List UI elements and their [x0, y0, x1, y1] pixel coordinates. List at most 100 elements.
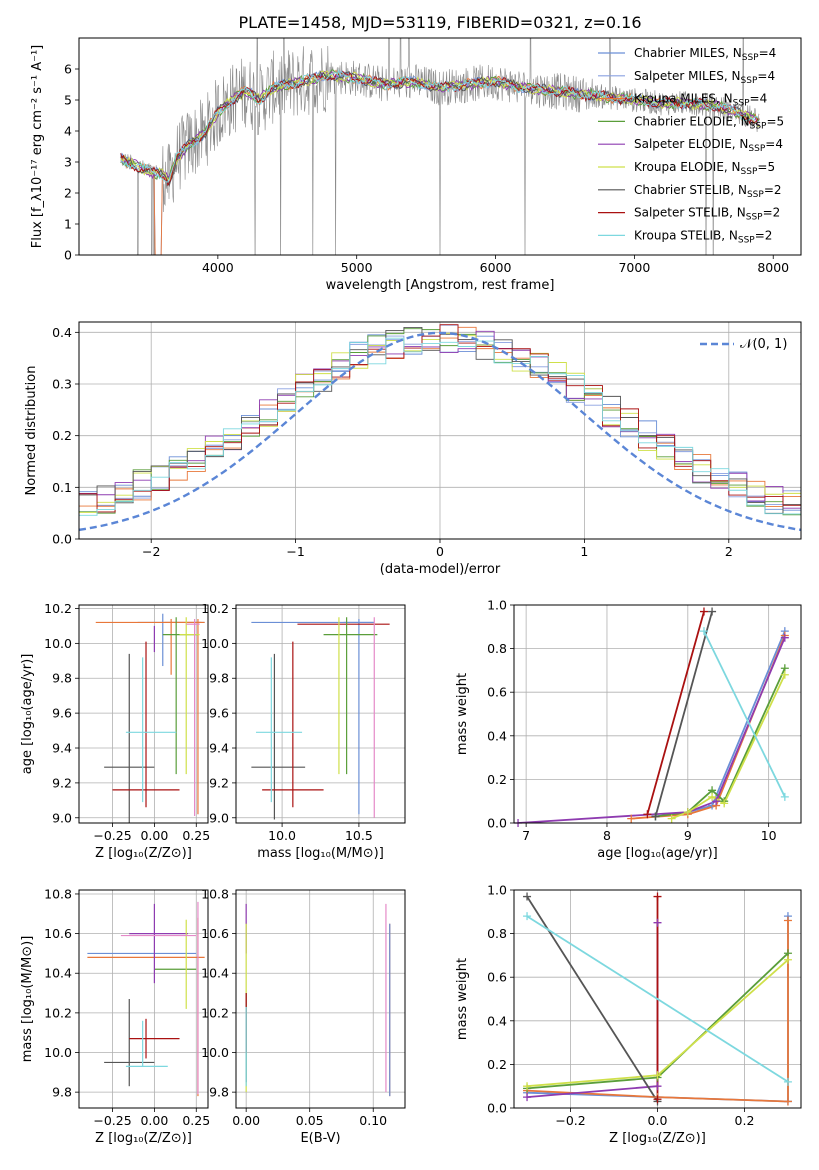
y-tick-label: 10.2 — [201, 601, 229, 616]
x-tick-label: 1 — [580, 544, 588, 559]
y-tick-label: 0.2 — [487, 772, 507, 787]
legend-entry: Salpeter MILES, NSSP=4 — [634, 69, 775, 86]
legend-label: Kroupa STELIB, N — [634, 228, 738, 242]
legend-sub: SSP — [748, 144, 765, 154]
y-tick-label: 10.2 — [44, 601, 72, 616]
weight-series-line — [526, 920, 789, 1103]
y-tick-label: 1.0 — [487, 883, 507, 898]
y-tick-label: 0.0 — [487, 1101, 507, 1116]
y-tick-label: 0.4 — [487, 728, 507, 743]
x-axis-label: Z [log₁₀(Z/Z⊙)] — [95, 1131, 192, 1146]
y-tick-label: 10.0 — [201, 1045, 229, 1060]
x-tick-label: 4000 — [202, 260, 234, 275]
plot-area — [120, 38, 760, 255]
y-tick-label: 5 — [64, 93, 72, 108]
y-axis-label: Flux [f_λ10⁻¹⁷ erg cm⁻² s⁻¹ A⁻¹] — [30, 45, 45, 249]
y-tick-label: 1.0 — [487, 598, 507, 613]
x-tick-label: 7000 — [618, 260, 650, 275]
legend-entry: Chabrier ELODIE, NSSP=5 — [634, 114, 784, 131]
x-axis-label: wavelength [Angstrom, rest frame] — [326, 278, 555, 293]
legend-suffix: =4 — [765, 137, 783, 151]
x-tick-label: 6000 — [480, 260, 512, 275]
plot-area — [87, 901, 205, 1097]
legend-label: Chabrier ELODIE, N — [634, 114, 750, 128]
x-tick-label: 2 — [725, 544, 733, 559]
weight-series-line — [646, 611, 705, 815]
y-tick-label: 9.8 — [209, 1085, 229, 1100]
weight-point-marker — [783, 1097, 792, 1106]
y-tick-label: 0 — [64, 248, 72, 263]
legend-sub: SSP — [742, 53, 759, 63]
legend-label: Kroupa MILES, N — [634, 92, 733, 106]
weight-point-marker — [653, 1095, 662, 1104]
x-tick-label: 10.0 — [268, 828, 296, 843]
x-axis-label: mass [log₁₀(M/M⊙)] — [257, 846, 384, 861]
legend-entry: Salpeter STELIB, NSSP=2 — [634, 206, 780, 223]
legend-suffix: =4 — [759, 46, 777, 60]
y-tick-label: 0.2 — [487, 1057, 507, 1072]
x-tick-label: −0.25 — [93, 1113, 131, 1128]
y-tick-label: 0.8 — [487, 926, 507, 941]
x-tick-label: −0.2 — [555, 1113, 585, 1128]
weight-series-line — [655, 630, 786, 818]
y-tick-label: 10.8 — [44, 886, 72, 901]
x-tick-label: 0.0 — [648, 1113, 668, 1128]
legend-label: Salpeter ELODIE, N — [634, 137, 748, 151]
y-tick-label: 10.6 — [44, 926, 72, 941]
y-tick-label: 0.4 — [52, 325, 72, 340]
y-tick-label: 0.6 — [487, 970, 507, 985]
legend-entry: Kroupa MILES, NSSP=4 — [634, 92, 767, 109]
x-tick-label: 0.00 — [232, 1113, 260, 1128]
legend-entry: Chabrier MILES, NSSP=4 — [634, 46, 776, 63]
weight-point-marker — [523, 1082, 532, 1091]
y-tick-label: 0.2 — [52, 428, 72, 443]
legend-label: Salpeter MILES, N — [634, 69, 741, 83]
panel-age_vs_Z: −0.25 0.00 0.25 9.0 9.2 9.4 9.6 9.8 10.0 10.2 Z [l… — [20, 601, 210, 861]
legend-suffix: =2 — [764, 183, 782, 197]
legend-sub: SSP — [750, 121, 767, 131]
x-tick-label: 8000 — [757, 260, 789, 275]
weight-point-marker — [708, 607, 717, 616]
legend-suffix: =4 — [757, 69, 775, 83]
plot-area — [517, 611, 786, 823]
legend-sub: SSP — [741, 167, 758, 177]
y-tick-label: 9.6 — [209, 706, 229, 721]
legend-label: Salpeter STELIB, N — [634, 206, 746, 220]
y-tick-label: 10.2 — [44, 1005, 72, 1020]
y-tick-label: 10.2 — [201, 1005, 229, 1020]
axes-frame — [235, 604, 406, 824]
legend-sub: SSP — [747, 190, 764, 200]
weight-point-marker — [653, 918, 662, 927]
observed-spectrum — [120, 38, 760, 255]
weight-point-marker — [651, 812, 660, 821]
y-axis-label: mass weight — [455, 673, 470, 755]
panel-residuals: −2 −1 0 1 2 0.0 0.1 0.2 0.3 0.4 (data-model)/error… — [24, 321, 802, 577]
x-tick-label: 0.00 — [140, 828, 168, 843]
legend-suffix: =5 — [757, 160, 775, 174]
y-tick-label: 9.6 — [52, 706, 72, 721]
plot-area — [95, 613, 205, 823]
legend-sub: SSP — [733, 99, 750, 109]
plot-area — [79, 324, 801, 539]
y-tick-label: 6 — [64, 62, 72, 77]
legend-entry: 𝒩(0, 1) — [740, 337, 787, 352]
legend-suffix: =2 — [763, 206, 781, 220]
y-tick-label: 9.4 — [209, 741, 229, 756]
y-tick-label: 0.4 — [487, 1013, 507, 1028]
x-tick-label: 0.25 — [182, 1113, 210, 1128]
x-tick-label: 10.5 — [345, 828, 373, 843]
weight-point-marker — [643, 810, 652, 819]
weight-point-marker — [780, 792, 789, 801]
y-tick-label: 0.0 — [52, 532, 72, 547]
y-tick-label: 0.1 — [52, 480, 72, 495]
weight-point-marker — [699, 627, 708, 636]
y-tick-label: 10.0 — [44, 1045, 72, 1060]
model-spectrum-line — [120, 69, 760, 183]
weight-point-marker — [683, 808, 692, 817]
x-axis-label: (data-model)/error — [380, 562, 501, 577]
axes-frame — [513, 889, 802, 1109]
axes-frame — [235, 889, 406, 1109]
y-axis-label: mass weight — [455, 958, 470, 1040]
legend-entry: Kroupa STELIB, NSSP=2 — [634, 228, 772, 245]
y-tick-label: 3 — [64, 155, 72, 170]
